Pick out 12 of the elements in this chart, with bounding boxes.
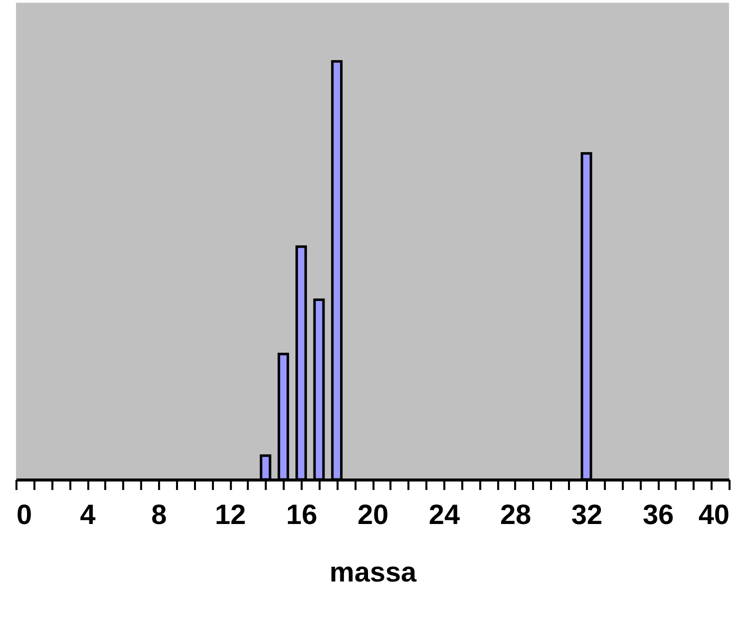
x-tick-label: 16 bbox=[286, 498, 318, 530]
x-tick-label: 32 bbox=[571, 498, 602, 530]
x-tick-label: 8 bbox=[151, 498, 167, 530]
x-tick-label: 24 bbox=[428, 498, 460, 530]
x-tick-label: 20 bbox=[357, 498, 389, 530]
x-tick-label: 0 bbox=[16, 498, 32, 530]
x-tick-label: 4 bbox=[80, 498, 96, 530]
x-tick-label: 36 bbox=[642, 498, 674, 530]
x-tick-label: 28 bbox=[500, 498, 532, 530]
x-axis-title: massa bbox=[330, 556, 417, 588]
x-tick-label: 12 bbox=[214, 498, 246, 530]
x-tick-label: 40 bbox=[698, 498, 730, 530]
